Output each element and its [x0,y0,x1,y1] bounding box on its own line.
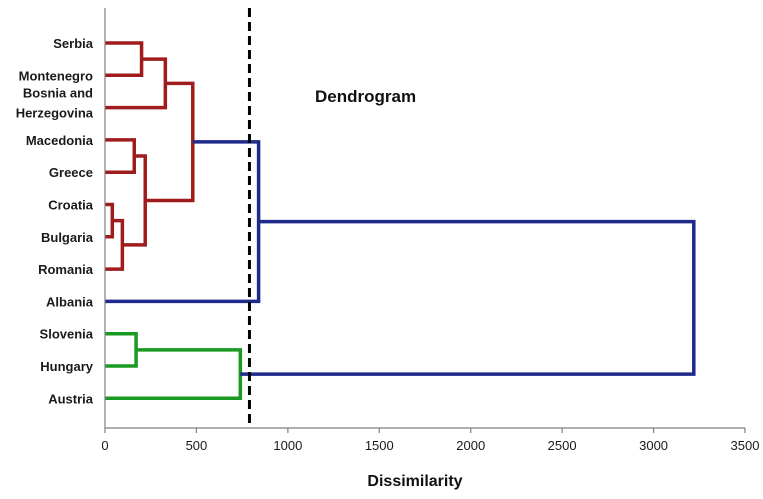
merge-link-m10 [105,140,261,304]
merge-link-m5 [105,41,144,78]
x-tick-label: 3500 [731,438,760,453]
leaf-label: Greece [49,165,93,180]
leaf-labels: Serbia Montenegro Bosnia and Herzegovina Mac… [16,36,94,406]
leaf-label: Macedonia [26,133,94,148]
merge-link-m3 [105,138,137,174]
leaf-label: Romania [38,262,94,277]
leaf-label: Albania [46,294,94,309]
leaf-label: Croatia [48,198,94,213]
leaf-label: Montenegro [19,68,93,83]
merge-link-m9 [105,348,243,401]
x-tick-label: 1000 [273,438,302,453]
leaf-label: Austria [48,391,94,406]
x-tick-label: 3000 [639,438,668,453]
leaf-label: Hungary [40,359,94,374]
leaf-label: Slovenia [40,327,94,342]
x-tick-label: 2500 [548,438,577,453]
x-axis-title: Dissimilarity [367,473,462,490]
merge-link-m2 [105,218,125,271]
leaf-label: Serbia [53,36,94,51]
x-tick-label: 500 [186,438,208,453]
x-tick-label: 1500 [365,438,394,453]
merge-link-m11 [240,219,696,376]
x-tick-label: 0 [101,438,108,453]
leaf-label: Bulgaria [41,230,94,245]
merge-link-m7 [145,81,195,203]
merge-link-m8 [105,331,138,368]
chart-title: Dendrogram [315,87,416,106]
dendrogram-links [105,41,696,401]
merge-link-m1 [105,202,115,239]
merge-link-m6 [105,57,168,110]
x-axis: 0 500 1000 1500 2000 2500 3000 3500 [101,8,759,453]
leaf-label: Bosnia and Herzegovina [16,86,94,121]
x-tick-label: 2000 [456,438,485,453]
